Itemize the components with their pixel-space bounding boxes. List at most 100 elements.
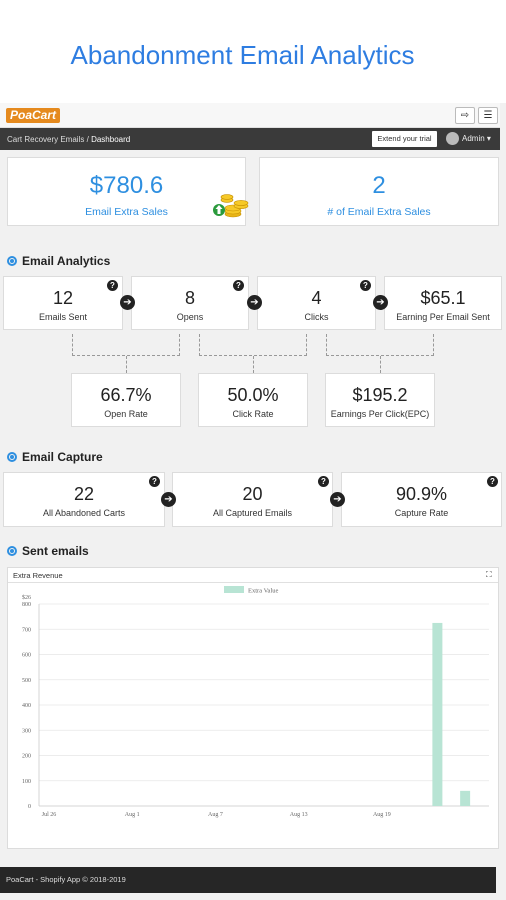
earning-per-email-label: Earning Per Email Sent — [396, 312, 490, 322]
help-icon[interactable]: ? — [318, 476, 329, 487]
extra-sales-card: $780.6 Email Extra Sales — [7, 157, 249, 226]
epc-label: Earnings Per Click(EPC) — [330, 409, 430, 419]
email-analytics-heading: Email Analytics — [7, 254, 110, 268]
y-tick-label: 400 — [22, 703, 31, 709]
page-hero-title: Abandonment Email Analytics — [70, 40, 415, 70]
emails-sent-value: 12 — [52, 288, 74, 308]
expand-icon[interactable]: ⛶ — [486, 570, 492, 579]
clicks-card: 4 Clicks ? — [257, 276, 376, 330]
user-name: Admin — [462, 134, 485, 143]
epc-card: $195.2 Earnings Per Click(EPC) — [325, 373, 435, 427]
earning-per-email-value: $65.1 — [420, 288, 466, 308]
captured-emails-value: 20 — [242, 484, 263, 504]
menu-button[interactable]: ☰ — [478, 107, 498, 124]
earning-per-email-card: $65.1 Earning Per Email Sent — [384, 276, 502, 330]
opens-value: 8 — [184, 288, 195, 308]
target-icon — [7, 452, 17, 462]
opens-card: 8 Opens ? — [131, 276, 249, 330]
connector-line — [253, 356, 254, 373]
y-top-label: $26 — [22, 594, 31, 601]
y-tick-label: 200 — [22, 754, 31, 760]
extra-sales-count-card: 2 # of Email Extra Sales — [259, 157, 499, 226]
help-icon[interactable]: ? — [233, 280, 244, 291]
arrow-right-icon: ➔ — [120, 295, 135, 310]
emails-sent-card: 12 Emails Sent ? — [3, 276, 123, 330]
open-rate-card: 66.7% Open Rate — [71, 373, 181, 427]
open-rate-value: 66.7% — [100, 385, 152, 405]
extra-sales-count-value: 2 — [372, 172, 386, 199]
abandoned-carts-value: 22 — [73, 484, 95, 504]
extra-sales-count-label: # of Email Extra Sales — [327, 206, 431, 218]
breadcrumb-parent[interactable]: Cart Recovery Emails — [7, 135, 85, 144]
hamburger-icon: ☰ — [483, 110, 493, 121]
user-menu[interactable]: Admin ▾ — [446, 132, 491, 146]
extra-sales-label: Email Extra Sales — [85, 206, 168, 218]
y-tick-label: 800 — [22, 602, 31, 608]
email-capture-title: Email Capture — [22, 450, 103, 464]
connector-line — [380, 356, 381, 373]
email-capture-heading: Email Capture — [7, 450, 103, 464]
captured-emails-card: 20 All Captured Emails ? — [172, 472, 333, 527]
arrow-right-icon: ➔ — [247, 295, 262, 310]
breadcrumb-bar: Cart Recovery Emails / Dashboard Extend … — [0, 128, 500, 150]
app-window: PoaCart ⇨ ☰ Cart Recovery Emails / Dashb… — [0, 103, 506, 900]
y-tick-label: 700 — [22, 627, 31, 633]
extra-revenue-panel: Extra Revenue ⛶ Extra Value 0 100 200 300 400… — [7, 567, 499, 849]
help-icon[interactable]: ? — [149, 476, 160, 487]
legend-label: Extra Value — [248, 588, 278, 595]
abandoned-carts-card: 22 All Abandoned Carts ? — [3, 472, 165, 527]
sign-out-icon: ⇨ — [460, 110, 470, 121]
extra-sales-value: $780.6 — [89, 172, 164, 199]
click-rate-card: 50.0% Click Rate — [198, 373, 308, 427]
captured-emails-label: All Captured Emails — [212, 508, 293, 518]
abandoned-carts-label: All Abandoned Carts — [42, 508, 126, 518]
help-icon[interactable]: ? — [360, 280, 371, 291]
emails-sent-label: Emails Sent — [38, 312, 88, 322]
top-bar: PoaCart ⇨ ☰ — [0, 103, 500, 128]
panel-header: Extra Revenue ⛶ — [8, 568, 498, 583]
breadcrumb: Cart Recovery Emails / Dashboard — [7, 135, 130, 144]
capture-rate-label: Capture Rate — [394, 508, 449, 518]
clicks-value: 4 — [311, 288, 322, 308]
bar — [460, 790, 471, 806]
sent-emails-title: Sent emails — [22, 544, 89, 558]
legend-swatch — [224, 586, 244, 593]
logout-button[interactable]: ⇨ — [455, 107, 475, 124]
help-icon[interactable]: ? — [107, 280, 118, 291]
click-rate-value: 50.0% — [227, 385, 279, 405]
extra-revenue-chart: Extra Value 0 100 200 300 400 500 600 700 800$26 J… — [22, 586, 489, 818]
chevron-down-icon: ▾ — [486, 134, 491, 143]
panel-title: Extra Revenue — [13, 571, 63, 580]
x-tick-label: Aug 1 — [125, 812, 140, 818]
capture-rate-card: 90.9% Capture Rate ? — [341, 472, 502, 527]
click-rate-label: Click Rate — [232, 409, 274, 419]
connector-line — [199, 334, 307, 356]
x-tick-label: Aug 13 — [290, 812, 308, 818]
x-tick-label: Jul 26 — [42, 812, 57, 818]
breadcrumb-current: Dashboard — [91, 135, 131, 144]
open-rate-label: Open Rate — [104, 409, 148, 419]
x-tick-label: Aug 7 — [208, 812, 223, 818]
y-tick-label: 600 — [22, 653, 31, 659]
y-tick-label: 500 — [22, 678, 31, 684]
target-icon — [7, 546, 17, 556]
arrow-right-icon: ➔ — [330, 492, 345, 507]
y-tick-label: 100 — [22, 779, 31, 785]
extend-trial-button[interactable]: Extend your trial — [372, 131, 437, 147]
avatar — [446, 132, 459, 146]
arrow-right-icon: ➔ — [373, 295, 388, 310]
sent-emails-heading: Sent emails — [7, 544, 89, 558]
connector-line — [126, 356, 127, 373]
x-tick-label: Aug 19 — [373, 812, 391, 818]
app-logo[interactable]: PoaCart — [6, 108, 61, 123]
target-icon — [7, 256, 17, 266]
breadcrumb-separator: / — [86, 135, 89, 144]
coins-icon — [213, 194, 249, 218]
epc-value: $195.2 — [352, 385, 408, 405]
connector-line — [72, 334, 180, 356]
help-icon[interactable]: ? — [487, 476, 498, 487]
y-tick-label: 300 — [22, 728, 31, 734]
clicks-label: Clicks — [304, 312, 329, 322]
bar — [432, 622, 443, 806]
connector-line — [326, 334, 434, 356]
